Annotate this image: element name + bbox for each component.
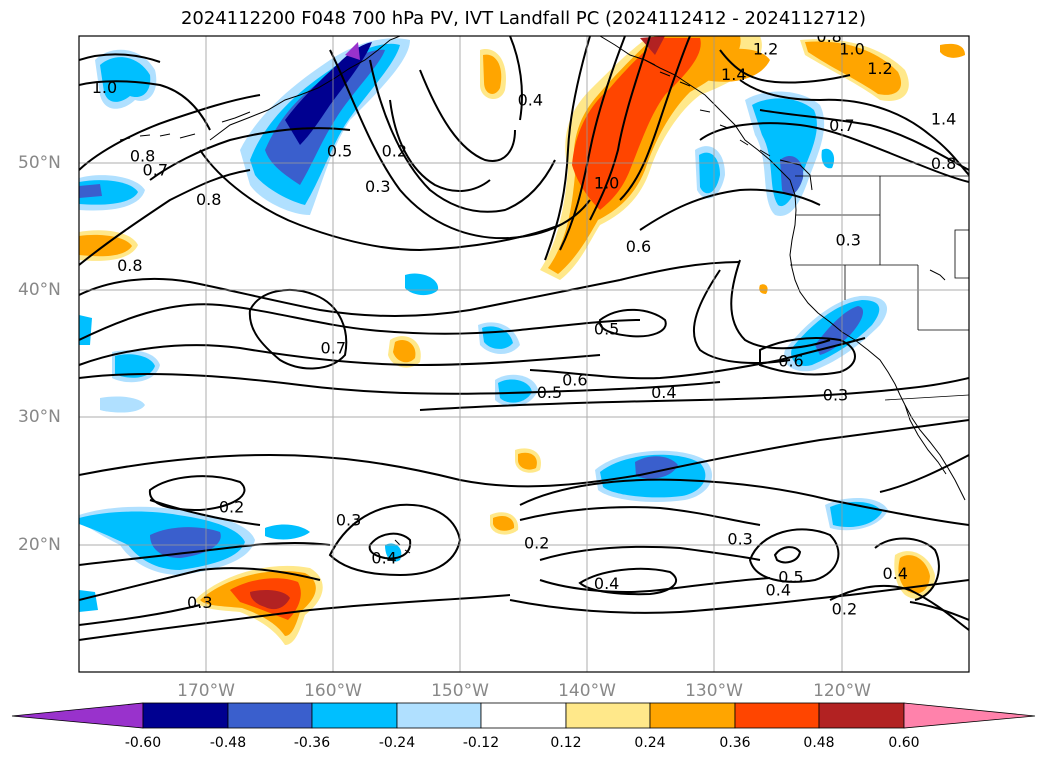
colorbar-tick: -0.48: [209, 735, 247, 751]
lat-label-30n: 30°N: [18, 407, 61, 427]
contour-label: 1.0: [594, 173, 619, 192]
contour-label: 0.3: [727, 529, 752, 548]
map-frame: [78, 35, 970, 673]
contour-label: 0.3: [835, 231, 860, 250]
contour-label: 0.8: [130, 147, 155, 166]
contour-label: 0.2: [219, 498, 244, 517]
colorbar-tick: -0.60: [124, 735, 162, 751]
contour-label: 0.5: [327, 141, 352, 160]
contour-label: 0.6: [626, 237, 651, 256]
contour-label: 0.8: [816, 27, 841, 46]
lon-label-140w: 140°W: [558, 681, 616, 701]
colorbar-tick: -0.36: [293, 735, 331, 751]
contour-label: 1.4: [721, 65, 746, 84]
contour-label: 0.4: [518, 91, 543, 110]
map-area: 1.00.80.70.80.80.5 0.20.30.40.70.60.50.60…: [79, 27, 969, 672]
contour-label: 0.4: [651, 383, 676, 402]
lat-label-20n: 20°N: [18, 535, 61, 555]
contour-label: 0.2: [382, 141, 407, 160]
lon-label-150w: 150°W: [431, 681, 489, 701]
contour-label: 0.8: [196, 190, 221, 209]
contour-label: 0.7: [321, 339, 346, 358]
contour-label: 0.4: [371, 549, 396, 568]
colorbar-tick: -0.24: [378, 735, 416, 751]
contour-label: 0.3: [823, 386, 848, 405]
contour-label: 0.8: [117, 256, 142, 275]
contour-label: 1.0: [92, 78, 117, 97]
contour-label: 0.6: [562, 370, 587, 389]
contour-label: 0.7: [829, 116, 854, 135]
contour-label: 1.2: [867, 59, 892, 78]
contour-label: 0.4: [594, 574, 619, 593]
lon-label-160w: 160°W: [304, 681, 362, 701]
colorbar-tick: -0.12: [462, 735, 500, 751]
contour-label: 0.8: [931, 154, 956, 173]
contour-label: 0.4: [883, 564, 908, 583]
lat-label-40n: 40°N: [18, 280, 61, 300]
contour-label: 0.3: [365, 177, 390, 196]
figure-title: 2024112200 F048 700 hPa PV, IVT Landfall…: [180, 8, 867, 29]
colorbar-tick: 0.24: [634, 735, 666, 751]
contour-labels: 1.00.80.70.80.80.5 0.20.30.40.70.60.50.60…: [92, 27, 957, 618]
colorbar-tick: 0.12: [550, 735, 582, 751]
contour-label: 0.2: [832, 599, 857, 618]
lon-label-130w: 130°W: [685, 681, 743, 701]
gridlines: [79, 36, 969, 672]
contour-label: 1.2: [753, 40, 778, 59]
contour-label: 0.5: [594, 320, 619, 339]
contour-label: 1.0: [839, 40, 864, 59]
contour-label: 0.5: [537, 383, 562, 402]
colorbar-tick: 0.48: [803, 735, 835, 751]
lon-label-120w: 120°W: [813, 681, 871, 701]
contour-label: 0.4: [766, 580, 791, 599]
lon-label-170w: 170°W: [177, 681, 235, 701]
lat-label-50n: 50°N: [18, 153, 61, 173]
contour-label: 0.5: [778, 568, 803, 587]
contour-label: 0.2: [524, 533, 549, 552]
contour-label: 0.6: [778, 351, 803, 370]
contour-label: 0.3: [336, 510, 361, 529]
colorbar: [11, 702, 1036, 729]
colorbar-tick: 0.36: [719, 735, 751, 751]
pv-contours: [79, 36, 969, 641]
contour-label: 0.7: [143, 161, 168, 180]
political-borders: [790, 175, 969, 401]
colorbar-tick: 0.60: [888, 735, 920, 751]
contour-label: 0.3: [187, 593, 212, 612]
contour-label: 1.4: [931, 110, 956, 129]
